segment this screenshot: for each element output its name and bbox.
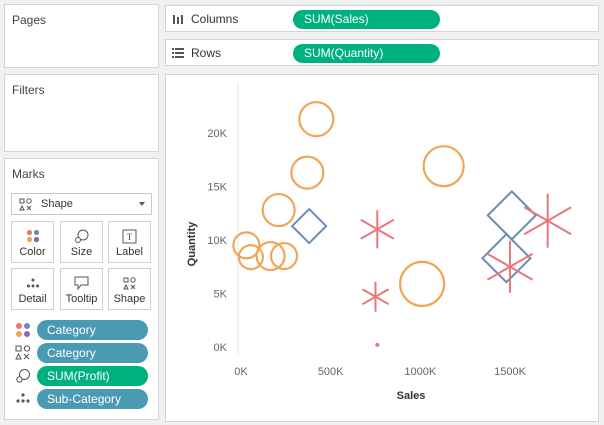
filters-panel[interactable]: Filters <box>4 74 159 152</box>
detail-icon <box>12 275 53 291</box>
rows-label: Rows <box>191 46 222 60</box>
size-button-label: Size <box>70 246 93 258</box>
mark-type-value: Shape <box>41 198 73 210</box>
field-pill-category-shape[interactable]: Category <box>37 343 148 363</box>
tooltip-button[interactable]: Tooltip <box>60 268 103 310</box>
y-tick-label: 20K <box>207 128 227 140</box>
size-button[interactable]: Size <box>60 221 103 263</box>
detail-button-label: Detail <box>18 293 47 305</box>
y-tick-label: 0K <box>214 342 228 354</box>
marks-field-detail[interactable]: Sub-Category <box>15 389 148 409</box>
marks-field-size[interactable]: SUM(Profit) <box>15 366 148 386</box>
rows-shelf[interactable]: Rows SUM(Quantity) <box>165 39 599 66</box>
rows-shelf-header: Rows <box>172 46 221 60</box>
shape-icon <box>19 198 33 214</box>
label-button[interactable]: T Label <box>108 221 151 263</box>
field-pill-sum-profit[interactable]: SUM(Profit) <box>37 366 148 386</box>
y-tick-label: 5K <box>214 289 228 301</box>
asterisk-stroke <box>375 342 380 347</box>
asterisk-stroke <box>361 288 390 306</box>
scatter-mark-circle[interactable] <box>269 241 299 271</box>
label-icon: T <box>109 228 150 244</box>
rows-pill-sum-quantity[interactable]: SUM(Quantity) <box>293 44 440 63</box>
color-button-label: Color <box>19 246 46 258</box>
detail-icon <box>15 391 33 407</box>
scatter-mark-circle[interactable] <box>422 145 465 188</box>
tooltip-button-label: Tooltip <box>65 293 98 305</box>
asterisk-stroke <box>523 206 572 236</box>
tooltip-icon <box>61 275 102 291</box>
svg-text:T: T <box>127 232 133 242</box>
size-icon <box>15 368 33 384</box>
shape-button-label: Shape <box>113 293 146 305</box>
shape-button[interactable]: Shape <box>108 268 151 310</box>
pages-title: Pages <box>12 13 47 27</box>
x-axis-title: Sales <box>397 390 426 402</box>
y-tick-label: 10K <box>207 235 227 247</box>
field-pill-category-color[interactable]: Category <box>37 320 148 340</box>
columns-pill-sum-sales[interactable]: SUM(Sales) <box>293 10 440 29</box>
rows-icon <box>172 48 184 58</box>
scatter-mark-circle[interactable] <box>232 231 261 260</box>
scatter-mark-asterisk[interactable] <box>361 281 390 312</box>
columns-label: Columns <box>191 12 239 26</box>
scatter-mark-circle[interactable] <box>399 260 446 307</box>
x-tick-label: 1500K <box>494 366 526 378</box>
scatter-mark-circle[interactable] <box>261 192 296 228</box>
detail-button[interactable]: Detail <box>11 268 54 310</box>
size-icon <box>61 228 102 244</box>
color-icon <box>12 228 53 244</box>
scatter-mark-diamond[interactable] <box>480 232 532 284</box>
marks-field-shape[interactable]: Category <box>15 343 148 363</box>
marks-title: Marks <box>12 167 45 181</box>
pages-panel[interactable]: Pages <box>4 4 159 68</box>
asterisk-stroke <box>360 218 395 240</box>
marks-field-color[interactable]: Category <box>15 320 148 340</box>
scatter-mark-asterisk[interactable] <box>523 193 572 248</box>
scatter-mark-circle[interactable] <box>255 240 286 272</box>
scatter-mark-circle[interactable] <box>290 155 325 190</box>
y-axis-title: Quantity <box>186 221 198 266</box>
asterisk-stroke <box>486 252 534 281</box>
scatter-mark-asterisk[interactable] <box>486 240 534 293</box>
color-icon <box>15 322 33 338</box>
scatter-mark-asterisk[interactable] <box>360 210 395 249</box>
mark-type-dropdown[interactable]: Shape <box>11 193 152 215</box>
color-button[interactable]: Color <box>11 221 54 263</box>
chart-area[interactable]: 0K 5K 10K 15K 20K 0K 500K 1000K 1500K Quantity … <box>165 74 599 422</box>
field-pill-sub-category[interactable]: Sub-Category <box>37 389 148 409</box>
scatter-mark-circle[interactable] <box>237 244 264 271</box>
shape-icon <box>109 275 150 291</box>
x-tick-label: 1000K <box>404 366 436 378</box>
columns-shelf[interactable]: Columns SUM(Sales) <box>165 5 599 32</box>
shape-icon <box>15 345 33 361</box>
scatter-mark-diamond[interactable] <box>290 207 328 245</box>
filters-title: Filters <box>12 83 45 97</box>
label-button-label: Label <box>116 246 143 258</box>
columns-shelf-header: Columns <box>172 12 238 26</box>
scatter-mark-circle[interactable] <box>298 100 335 138</box>
x-tick-label: 0K <box>234 366 248 378</box>
columns-icon <box>173 14 183 24</box>
x-tick-label: 500K <box>318 366 344 378</box>
scatter-mark-asterisk[interactable] <box>375 342 380 347</box>
dropdown-arrow-icon <box>139 202 145 206</box>
y-tick-label: 15K <box>207 182 227 194</box>
